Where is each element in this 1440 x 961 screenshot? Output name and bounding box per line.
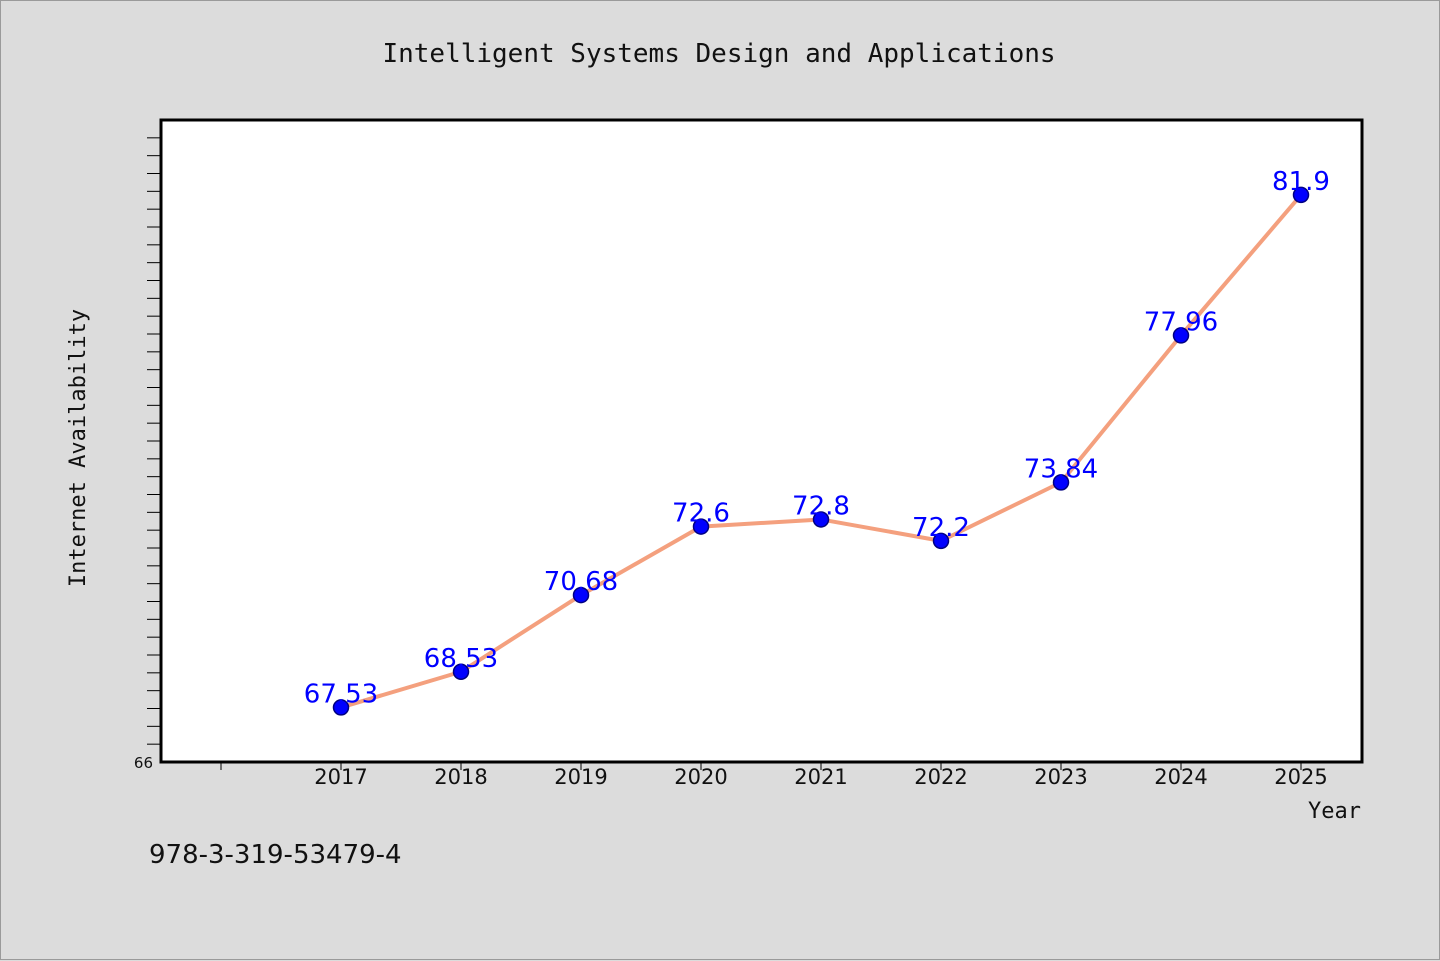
y-axis-tick-labels: 66 [134, 754, 153, 772]
data-label-layer: 67.53 68.53 70.68 72.6 72.8 72.2 73.84 77.96 81.… [304, 167, 1330, 710]
x-tick-label: 2023 [1034, 765, 1087, 789]
x-tick-label: 2022 [914, 765, 967, 789]
data-label: 72.2 [912, 513, 970, 543]
data-point [932, 532, 950, 550]
data-point [452, 663, 470, 681]
data-label: 73.84 [1024, 454, 1098, 484]
data-point [1292, 186, 1310, 204]
data-label: 72.8 [792, 491, 850, 521]
data-label: 68.53 [424, 644, 498, 674]
data-point [572, 586, 590, 604]
x-tick-label: 2017 [314, 765, 367, 789]
data-label: 70.68 [544, 567, 618, 597]
data-point [1052, 474, 1070, 491]
y-axis-ticks [147, 137, 161, 745]
y-tick-label: 66 [134, 754, 153, 772]
plot-area [159, 118, 1364, 764]
isbn-text: 978-3-319-53479-4 [149, 840, 402, 870]
x-tick-label: 2018 [434, 765, 487, 789]
data-point [332, 699, 350, 716]
chart-title: Intelligent Systems Design and Applicati… [382, 39, 1055, 69]
data-label: 72.6 [672, 499, 730, 529]
x-axis-ticks [220, 762, 1302, 770]
data-label: 81.9 [1272, 167, 1330, 197]
marker-layer [332, 186, 1310, 716]
y-axis-title: Internet Availability [66, 309, 91, 587]
x-tick-label: 2020 [674, 765, 727, 789]
x-axis-tick-labels: 2017 2018 2019 2020 2021 2022 2023 2024 2025 [314, 765, 1327, 789]
x-tick-label: 2024 [1154, 765, 1207, 789]
data-label: 77.96 [1144, 307, 1218, 337]
data-point [1172, 327, 1190, 344]
data-label: 67.53 [304, 679, 378, 709]
x-tick-label: 2021 [794, 765, 847, 789]
data-point [692, 518, 710, 535]
x-tick-label: 2019 [554, 765, 607, 789]
x-axis-title: Year [1308, 799, 1361, 824]
data-point [812, 511, 830, 528]
x-tick-label: 2025 [1274, 765, 1327, 789]
